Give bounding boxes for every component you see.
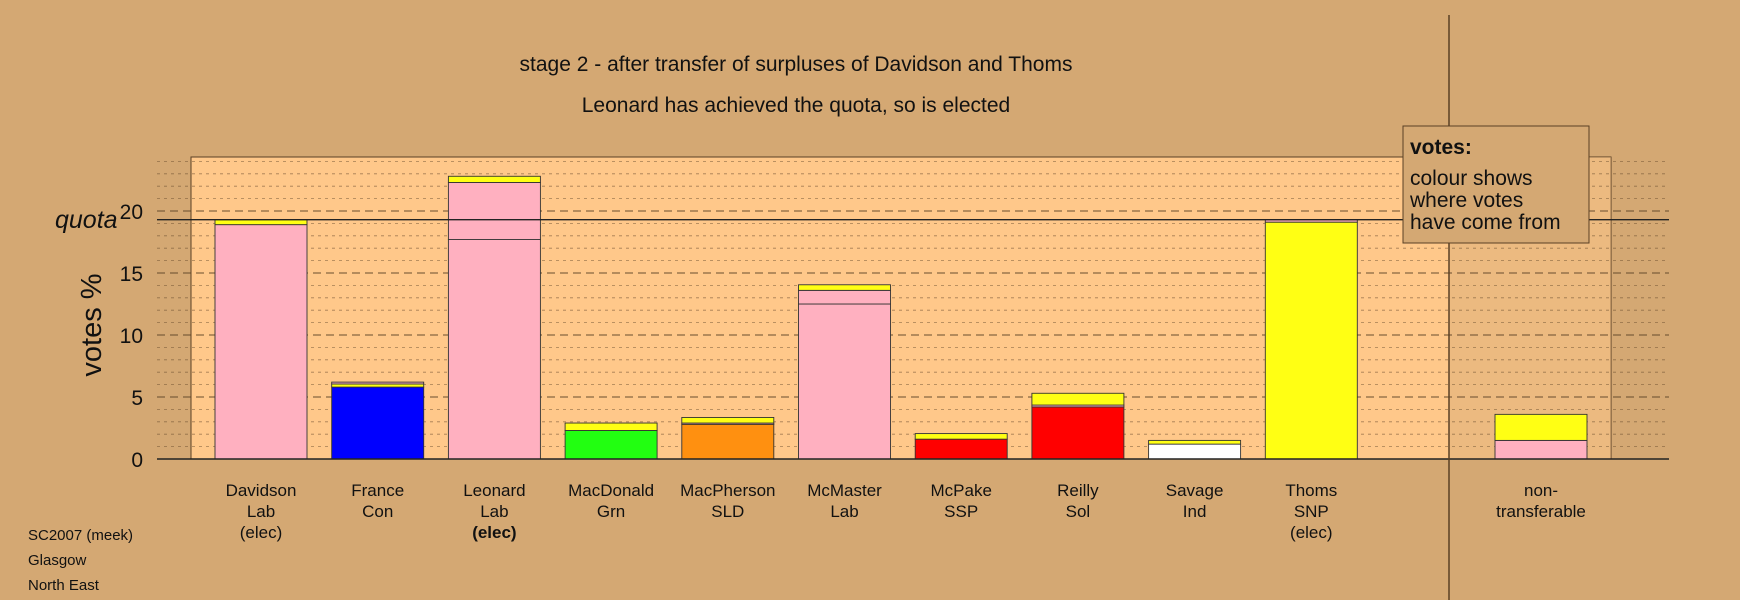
candidate-label-line: (elec) xyxy=(1290,523,1333,542)
y-axis-ticks: 0 5 10 15 20 xyxy=(120,201,143,472)
y-tick-label: 0 xyxy=(131,449,143,472)
candidate-bar-segment xyxy=(1031,392,1125,406)
legend-box xyxy=(1402,125,1590,244)
y-tick-label: 5 xyxy=(131,387,143,410)
candidate-bar-segment xyxy=(331,386,425,460)
candidate-label-line: McMaster xyxy=(807,481,882,500)
candidate-bar-segment xyxy=(1148,439,1242,445)
candidate-label-line: SLD xyxy=(711,502,744,521)
candidate-label-line: Davidson xyxy=(226,481,297,500)
candidate-label-line: Con xyxy=(362,502,393,521)
candidate-bar-segment xyxy=(798,289,891,305)
legend-line-2: where votes xyxy=(1409,189,1523,212)
candidate-label-line: Reilly xyxy=(1057,481,1099,500)
legend-title: votes: xyxy=(1410,136,1472,159)
chart-subtitle: Leonard has achieved the quota, so is el… xyxy=(582,94,1010,117)
candidate-label-line: (elec) xyxy=(240,523,283,542)
candidate-bar-segment xyxy=(1031,406,1125,460)
legend-line-3: have come from xyxy=(1410,211,1561,234)
candidate-label-line: Ind xyxy=(1183,502,1207,521)
candidate-bar-segment xyxy=(331,383,425,388)
candidate-bar-segment xyxy=(681,423,775,460)
candidate-label-line: Lab xyxy=(247,502,275,521)
footer-line-2: Glasgow xyxy=(28,552,87,569)
candidate-bar-segment xyxy=(1148,443,1242,460)
candidate-bar-segment xyxy=(798,284,891,291)
candidate-labels: Davidson Lab (elec) France Con Leonard Lab (ele… xyxy=(226,481,1586,542)
candidate-label-line: Lab xyxy=(830,502,858,521)
candidate-label-line: France xyxy=(351,481,404,500)
footer-line-1: SC2007 (meek) xyxy=(28,527,133,544)
candidate-bar-segment xyxy=(214,224,308,460)
quota-label: quota xyxy=(55,206,118,234)
nontransferable-bar-segment xyxy=(1494,439,1588,460)
nontransferable-label-line: non- xyxy=(1524,481,1558,500)
candidate-label-line: SSP xyxy=(944,502,978,521)
candidate-label-line: (elec) xyxy=(472,523,516,542)
y-tick-label: 10 xyxy=(120,325,143,348)
candidate-label-line: Lab xyxy=(480,502,508,521)
y-tick-label: 15 xyxy=(120,263,143,286)
candidate-bar-segment xyxy=(914,438,1008,460)
candidate-bar-segment xyxy=(447,239,541,460)
bars xyxy=(214,175,1588,460)
candidate-label-line: SNP xyxy=(1294,502,1329,521)
y-axis-label: votes % xyxy=(76,273,108,376)
candidate-label-line: Leonard xyxy=(463,481,525,500)
candidate-label-line: Thoms xyxy=(1285,481,1337,500)
candidate-bar-segment xyxy=(331,381,425,385)
candidate-bar-segment xyxy=(798,303,891,460)
nontransferable-bar-segment xyxy=(1494,413,1588,441)
candidate-bar-segment xyxy=(681,417,775,424)
legend: votes: colour shows where votes have com… xyxy=(1402,125,1590,244)
candidate-label-line: Grn xyxy=(597,502,625,521)
candidate-label-line: Savage xyxy=(1166,481,1224,500)
candidate-bar-segment xyxy=(214,219,308,226)
candidate-bar-segment xyxy=(447,175,541,183)
candidate-bar-segment xyxy=(914,433,1008,440)
y-tick-label: 20 xyxy=(120,201,143,224)
candidate-bar-segment xyxy=(1264,221,1358,460)
candidate-bar-segment xyxy=(447,182,541,240)
plot-panel xyxy=(190,156,1612,460)
candidate-label-line: MacDonald xyxy=(568,481,654,500)
candidate-label-line: Sol xyxy=(1066,502,1091,521)
candidate-bar-segment xyxy=(564,422,658,431)
chart-title: stage 2 - after transfer of surpluses of… xyxy=(520,53,1073,76)
candidate-bar-segment xyxy=(564,430,658,460)
candidate-label-line: MacPherson xyxy=(680,481,775,500)
candidate-label-line: McPake xyxy=(930,481,991,500)
nontransferable-label-line: transferable xyxy=(1496,502,1586,521)
legend-line-1: colour shows xyxy=(1410,167,1533,190)
footer-line-3: North East xyxy=(28,577,100,594)
